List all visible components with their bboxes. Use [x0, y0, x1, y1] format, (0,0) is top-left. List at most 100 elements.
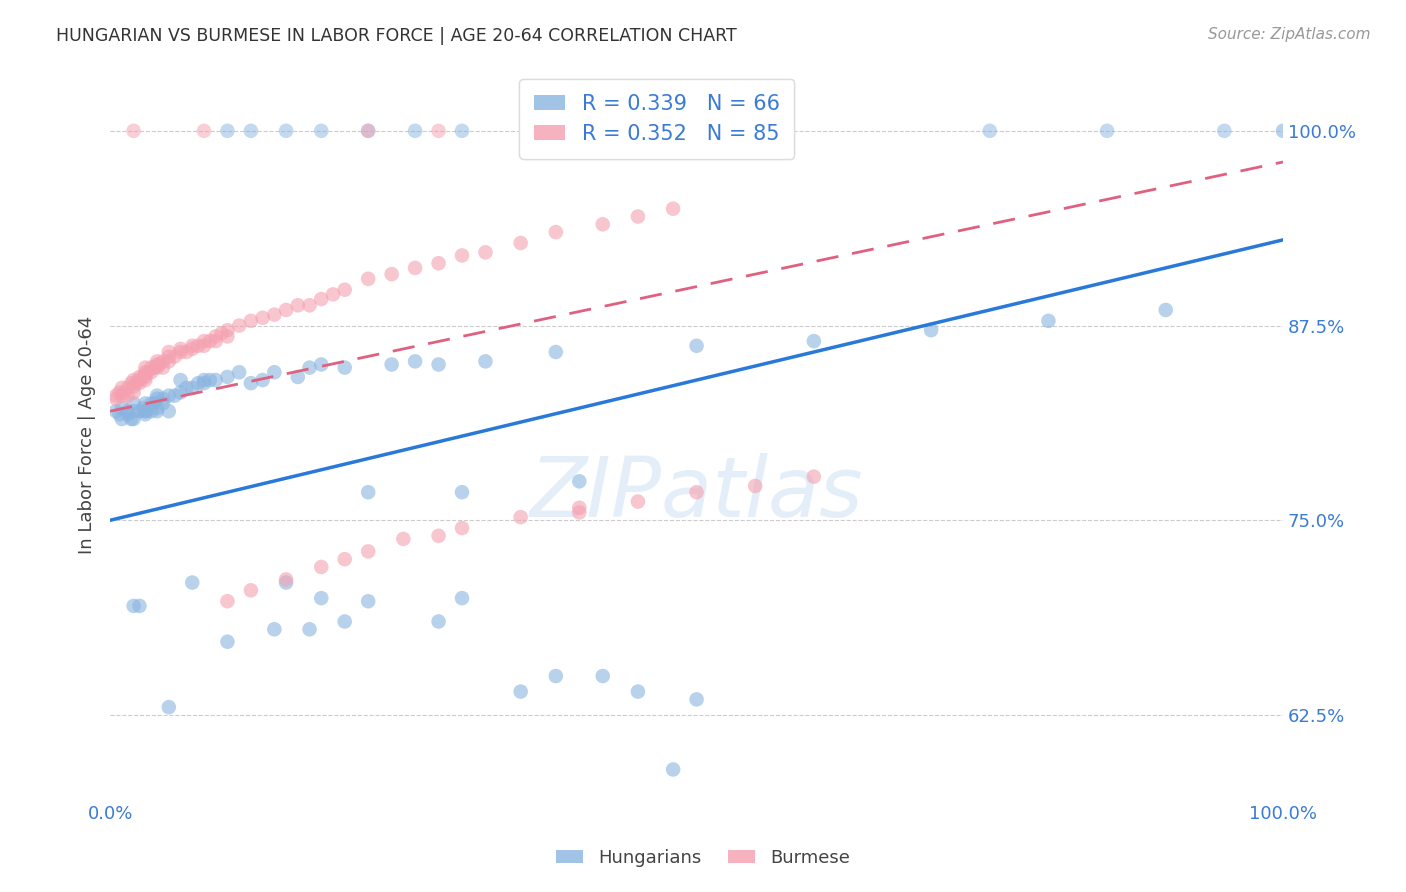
- Point: [309, 591, 332, 606]
- Point: [627, 494, 650, 508]
- Point: [181, 342, 204, 356]
- Point: [744, 124, 766, 138]
- Point: [1095, 124, 1118, 138]
- Point: [920, 323, 942, 337]
- Point: [134, 373, 156, 387]
- Point: [157, 700, 180, 714]
- Point: [627, 684, 650, 698]
- Point: [134, 370, 156, 384]
- Point: [146, 401, 169, 415]
- Point: [105, 404, 128, 418]
- Point: [187, 376, 209, 391]
- Point: [1272, 124, 1295, 138]
- Point: [298, 360, 321, 375]
- Point: [392, 532, 415, 546]
- Point: [404, 124, 426, 138]
- Point: [544, 345, 567, 359]
- Point: [146, 358, 169, 372]
- Point: [105, 389, 128, 403]
- Point: [474, 245, 496, 260]
- Point: [451, 591, 474, 606]
- Point: [181, 339, 204, 353]
- Point: [427, 256, 450, 270]
- Legend: R = 0.339   N = 66, R = 0.352   N = 85: R = 0.339 N = 66, R = 0.352 N = 85: [519, 78, 794, 159]
- Point: [176, 381, 198, 395]
- Point: [169, 373, 191, 387]
- Point: [427, 124, 450, 138]
- Point: [128, 376, 150, 391]
- Point: [193, 339, 215, 353]
- Point: [274, 302, 297, 317]
- Point: [146, 404, 169, 418]
- Point: [1154, 302, 1177, 317]
- Point: [474, 354, 496, 368]
- Point: [108, 385, 131, 400]
- Point: [333, 360, 356, 375]
- Point: [132, 370, 155, 384]
- Point: [744, 479, 766, 493]
- Point: [122, 124, 145, 138]
- Point: [169, 385, 191, 400]
- Point: [1213, 124, 1236, 138]
- Point: [117, 381, 139, 395]
- Point: [274, 124, 297, 138]
- Point: [274, 573, 297, 587]
- Point: [357, 124, 380, 138]
- Point: [568, 505, 591, 519]
- Point: [217, 329, 239, 343]
- Point: [152, 360, 174, 375]
- Point: [128, 404, 150, 418]
- Point: [105, 392, 128, 406]
- Point: [627, 210, 650, 224]
- Point: [427, 529, 450, 543]
- Point: [217, 124, 239, 138]
- Point: [239, 314, 262, 328]
- Point: [211, 326, 233, 341]
- Point: [152, 392, 174, 406]
- Point: [169, 342, 191, 356]
- Point: [263, 308, 285, 322]
- Point: [141, 396, 163, 410]
- Point: [274, 575, 297, 590]
- Point: [357, 124, 380, 138]
- Point: [122, 404, 145, 418]
- Point: [217, 594, 239, 608]
- Point: [322, 287, 344, 301]
- Point: [148, 358, 170, 372]
- Point: [193, 334, 215, 348]
- Point: [803, 334, 825, 348]
- Point: [451, 248, 474, 262]
- Point: [287, 370, 309, 384]
- Point: [427, 615, 450, 629]
- Point: [193, 376, 215, 391]
- Text: Source: ZipAtlas.com: Source: ZipAtlas.com: [1208, 27, 1371, 42]
- Point: [198, 373, 221, 387]
- Text: ZIPatlas: ZIPatlas: [530, 452, 863, 533]
- Point: [141, 360, 163, 375]
- Point: [181, 575, 204, 590]
- Point: [111, 381, 134, 395]
- Point: [128, 373, 150, 387]
- Point: [685, 339, 707, 353]
- Point: [333, 552, 356, 566]
- Point: [298, 298, 321, 312]
- Point: [381, 267, 404, 281]
- Point: [120, 376, 142, 391]
- Point: [309, 358, 332, 372]
- Point: [592, 669, 614, 683]
- Point: [111, 401, 134, 415]
- Y-axis label: In Labor Force | Age 20-64: In Labor Force | Age 20-64: [79, 316, 96, 554]
- Point: [193, 124, 215, 138]
- Point: [357, 544, 380, 558]
- Point: [309, 560, 332, 574]
- Legend: Hungarians, Burmese: Hungarians, Burmese: [550, 842, 856, 874]
- Point: [163, 389, 186, 403]
- Point: [228, 318, 250, 333]
- Point: [176, 345, 198, 359]
- Point: [108, 407, 131, 421]
- Point: [122, 385, 145, 400]
- Point: [509, 684, 531, 698]
- Point: [509, 510, 531, 524]
- Point: [309, 124, 332, 138]
- Point: [451, 521, 474, 535]
